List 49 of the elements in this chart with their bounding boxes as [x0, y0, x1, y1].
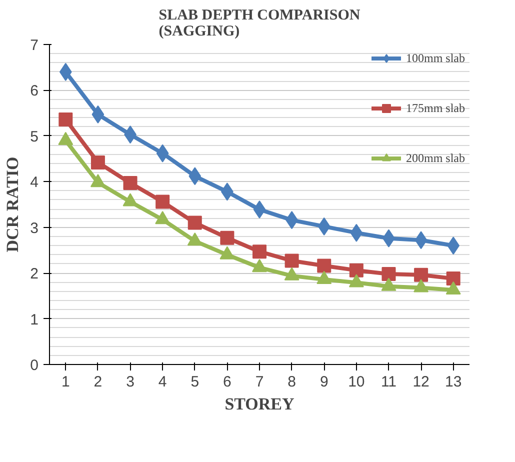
point	[252, 244, 266, 259]
y-tick-label: 5	[30, 128, 38, 146]
point	[317, 258, 332, 273]
point	[318, 217, 330, 236]
point	[284, 254, 299, 268]
point	[156, 144, 169, 162]
y-tick-label: 0	[30, 357, 38, 374]
x-tick-label: 5	[190, 374, 200, 390]
point	[156, 194, 170, 209]
legend-label: 175mm slab	[406, 100, 465, 116]
y-tick-label: 7	[30, 37, 38, 54]
chart-title: SLAB DEPTH COMPARISON (SAGGING)	[158, 8, 360, 40]
y-tick-label: 6	[30, 82, 38, 100]
x-tick-label: 1	[61, 374, 70, 390]
legend-label: 200mm slab	[406, 150, 465, 166]
point	[446, 272, 460, 286]
x-axis-title: STOREY	[224, 394, 294, 414]
x-tick-label: 13	[445, 374, 462, 390]
x-tick-label: 2	[94, 374, 102, 390]
point	[123, 176, 138, 190]
x-tick-label: 8	[288, 374, 296, 390]
point	[58, 112, 73, 126]
y-axis-title: DCR RATIO	[3, 156, 22, 252]
x-tick-label: 11	[380, 374, 397, 390]
y-tick-label: 3	[30, 220, 38, 237]
point	[350, 224, 363, 242]
x-tick-label: 4	[158, 374, 167, 390]
point	[414, 268, 428, 282]
point	[188, 216, 202, 230]
point	[382, 266, 396, 281]
x-tick-label: 9	[320, 374, 328, 390]
point	[447, 236, 460, 255]
y-tick-label: 2	[30, 266, 38, 283]
point	[253, 200, 266, 219]
x-tick-label: 10	[348, 374, 365, 390]
y-tick-label: 4	[30, 174, 38, 192]
point	[92, 105, 104, 124]
x-tick-label: 6	[223, 374, 232, 390]
point	[414, 231, 428, 250]
x-tick-label: 12	[412, 374, 430, 390]
point	[90, 155, 105, 170]
point	[349, 263, 364, 278]
point	[59, 62, 72, 81]
x-tick-label: 7	[255, 374, 264, 390]
point	[220, 230, 234, 245]
y-tick-label: 1	[30, 311, 38, 328]
x-tick-label: 3	[126, 374, 134, 390]
point	[188, 167, 202, 186]
legend-label: 100mm slab	[406, 50, 465, 66]
